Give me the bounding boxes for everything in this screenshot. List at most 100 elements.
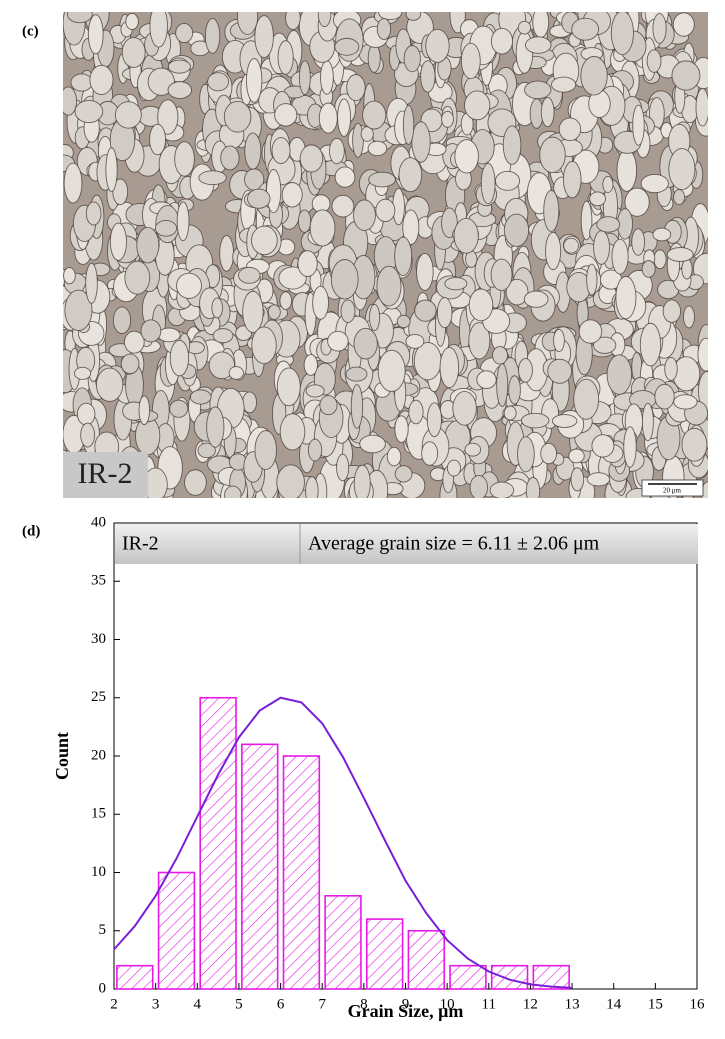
grain (540, 442, 558, 465)
grain (405, 333, 425, 349)
grain (580, 55, 608, 96)
grain (480, 162, 496, 205)
annotation: IR-2 (122, 533, 159, 555)
annotation-box (115, 524, 698, 564)
y-tick-label: 20 (91, 747, 106, 763)
grain (176, 272, 202, 299)
grain (441, 110, 454, 128)
grain (271, 137, 291, 164)
grain (74, 100, 104, 124)
grain (508, 375, 521, 405)
grain (606, 354, 633, 395)
grain (505, 278, 529, 306)
grain (589, 191, 607, 207)
grain (394, 465, 413, 483)
grain (85, 201, 102, 226)
grain (602, 175, 614, 194)
grain (281, 182, 303, 208)
grain (136, 226, 160, 264)
x-tick-label: 13 (565, 996, 580, 1012)
grain (238, 266, 261, 284)
grain (515, 31, 534, 74)
grain (375, 198, 396, 223)
grain (96, 367, 124, 402)
grain (402, 105, 415, 145)
grain (74, 366, 92, 380)
grain (469, 475, 489, 498)
grain (157, 99, 179, 135)
grain (135, 416, 161, 456)
grain (503, 405, 517, 421)
grain (532, 12, 550, 39)
grain (112, 178, 129, 206)
grain (454, 139, 479, 174)
grain (446, 459, 462, 477)
fit-curve (113, 696, 573, 989)
grain (376, 265, 402, 307)
panel-label: (d) (22, 523, 40, 539)
grain (197, 442, 216, 459)
grain (468, 288, 494, 322)
grain (452, 391, 477, 426)
x-tick-label: 4 (194, 996, 202, 1012)
y-tick-label: 15 (91, 806, 106, 822)
grain (593, 230, 610, 265)
grain (573, 378, 600, 420)
grain (396, 314, 411, 329)
grain (615, 275, 637, 320)
grain (303, 354, 318, 376)
histogram-chart: 0 5 10 15 20 25 30 35 40 2 3 4 5 6 7 8 9 10 11 12 13 14 15 16 Gr… (52, 514, 705, 1021)
grain (551, 76, 577, 93)
grain (309, 209, 336, 247)
grain (204, 17, 221, 54)
x-tick-label: 7 (318, 996, 326, 1012)
x-tick-label: 11 (482, 996, 496, 1012)
grain (653, 249, 667, 270)
grain (403, 45, 421, 73)
grain (352, 122, 364, 158)
grain (279, 413, 306, 451)
grain (254, 430, 277, 470)
grain (242, 290, 264, 333)
grain (586, 263, 598, 296)
grain (167, 81, 192, 99)
grain (394, 236, 413, 277)
grain (299, 144, 324, 173)
micrograph (63, 12, 708, 498)
grain (89, 64, 114, 95)
grain (586, 472, 611, 487)
grain (305, 384, 325, 398)
grain (175, 22, 194, 44)
grain (518, 357, 533, 383)
grain (298, 60, 311, 95)
grain (623, 426, 637, 468)
scale-bar-label: 20 μm (663, 487, 682, 495)
x-tick-label: 6 (277, 996, 285, 1012)
grain (274, 103, 298, 127)
grain (189, 389, 212, 405)
grain (611, 238, 629, 275)
grain (683, 305, 695, 329)
grain (362, 100, 387, 130)
grain (502, 125, 522, 165)
grain (558, 117, 582, 142)
grain (547, 358, 573, 384)
grain (545, 231, 562, 271)
grain (672, 12, 695, 37)
grain (411, 121, 431, 163)
grain (337, 98, 352, 137)
grain (327, 330, 349, 352)
grain (353, 199, 376, 231)
y-axis-title: Count (52, 732, 72, 780)
bar (449, 964, 487, 990)
grain (496, 363, 509, 407)
grain (408, 399, 424, 425)
grain (641, 402, 654, 442)
grain (540, 97, 555, 128)
grain (368, 171, 396, 188)
bar (532, 964, 570, 990)
grain (167, 59, 191, 74)
grain (436, 297, 453, 329)
